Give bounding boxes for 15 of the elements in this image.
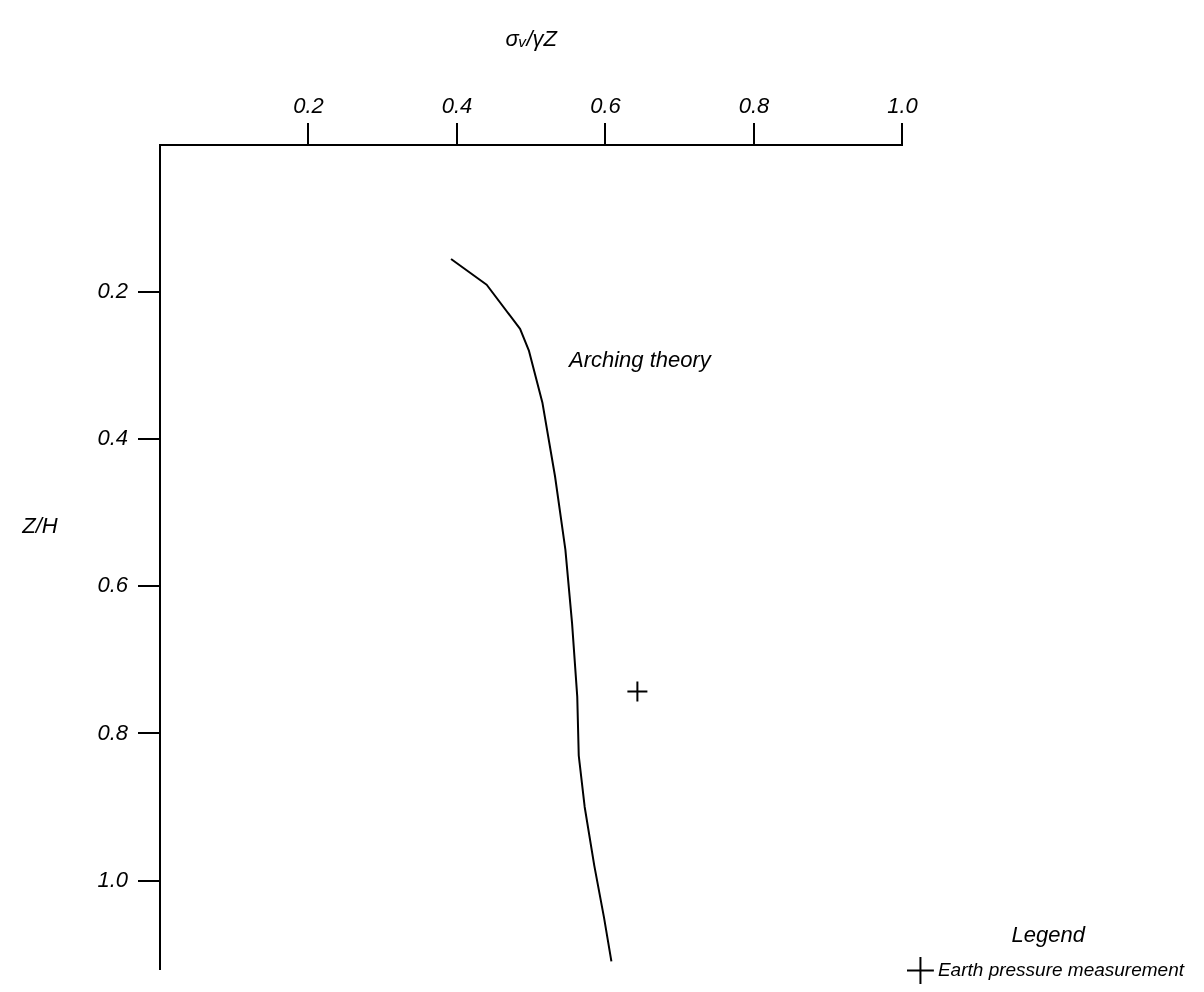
series-label: Arching theory: [567, 347, 713, 373]
legend-label: Earth pressure measurement: [937, 958, 1185, 980]
x-axis-title: σᵥ/γZ: [505, 26, 559, 52]
y-tick-label: 0.4: [97, 425, 128, 451]
y-tick-label: 0.2: [97, 278, 128, 304]
x-tick-label: 0.4: [441, 92, 473, 118]
y-tick-label: 0.6: [97, 572, 129, 598]
legend-title: Legend: [1011, 921, 1086, 947]
x-tick-label: 0.8: [738, 92, 771, 118]
x-tick-label: 0.2: [293, 92, 324, 118]
x-tick-label: 0.6: [590, 92, 622, 118]
y-axis-title: Z/H: [21, 513, 58, 539]
x-tick-label: 1.0: [887, 92, 919, 118]
y-tick-label: 0.8: [97, 719, 129, 745]
y-tick-label: 1.0: [97, 866, 129, 892]
